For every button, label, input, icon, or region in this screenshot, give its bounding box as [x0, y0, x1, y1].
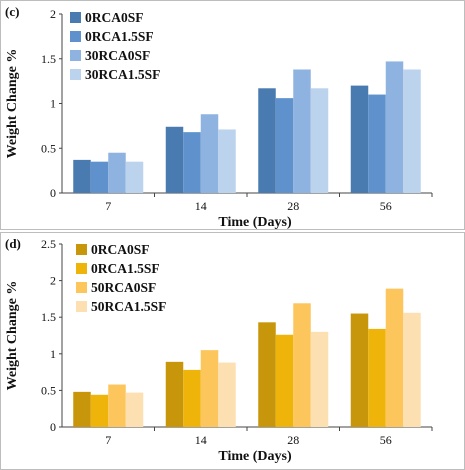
chart-1-legend-swatch — [76, 244, 87, 255]
chart-0-bar — [310, 88, 329, 193]
chart-1-bar — [218, 362, 236, 427]
chart-1-bar — [293, 303, 311, 427]
chart-1-legend-label: 50RCA0SF — [91, 280, 156, 295]
chart-0-legend-swatch — [70, 31, 81, 42]
chart-0-xtick-label: 7 — [105, 199, 111, 213]
chart-1-legend-label: 0RCA0SF — [91, 242, 150, 257]
chart-0-bar — [183, 132, 201, 193]
chart-1-bar — [275, 334, 294, 427]
chart-0-legend-label: 0RCA0SF — [85, 10, 144, 25]
chart-0-legend-label: 30RCA0SF — [85, 48, 150, 63]
chart-1-y-axis-title: Weight Change % — [5, 281, 20, 391]
chart-1-xtick-label: 14 — [195, 433, 207, 447]
chart-1-ytick-label: 0 — [50, 420, 56, 434]
chart-0-bar — [275, 98, 294, 193]
chart-0-bar — [293, 69, 311, 193]
chart-1-legend-swatch — [76, 282, 87, 293]
chart-1-bar — [310, 331, 329, 427]
chart-0-legend-swatch — [70, 12, 81, 23]
chart-0-bar — [385, 61, 404, 194]
chart-1-bar — [125, 392, 144, 427]
chart-0-bar — [125, 161, 144, 193]
chart-1-xtick-label: 56 — [380, 433, 392, 447]
chart-c-svg: 0 0.5 1 1.5 2 7 14 28 56 Time (Days) Weight Change… — [0, 0, 465, 230]
chart-1-xtick-label: 28 — [287, 433, 299, 447]
chart-0-bar — [200, 114, 219, 193]
chart-0-bar — [90, 161, 109, 193]
chart-1-bar — [258, 322, 276, 427]
chart-1-bar — [403, 312, 421, 427]
chart-1-bar — [350, 313, 369, 427]
chart-0-bar — [258, 88, 276, 193]
chart-1-bar — [90, 394, 109, 427]
chart-0-ytick-label: 1 — [50, 97, 56, 111]
chart-0-ytick-label: 0 — [50, 186, 56, 200]
chart-1-panel-label: (d) — [5, 236, 21, 251]
chart-1-ytick-label: 2.5 — [41, 237, 56, 251]
chart-0-bar — [350, 85, 369, 193]
chart-0-y-axis-title: Weight Change % — [5, 49, 20, 159]
chart-0-xtick-label: 56 — [380, 199, 392, 213]
chart-0-bar — [368, 94, 386, 193]
chart-1-bar — [385, 288, 404, 427]
chart-0-x-axis-title: Time (Days) — [218, 215, 292, 230]
chart-0-ytick-label: 2 — [50, 7, 56, 21]
chart-0-legend-label: 30RCA1.5SF — [85, 67, 160, 82]
chart-0-xtick-label: 14 — [195, 199, 207, 213]
chart-0-bar — [165, 126, 184, 193]
chart-1-bar — [183, 369, 201, 427]
chart-1-ytick-label: 0.5 — [41, 383, 56, 397]
chart-0-bar — [218, 129, 236, 193]
chart-0-ytick-label: 0.5 — [41, 141, 56, 155]
chart-1-bar — [165, 361, 184, 427]
chart-1-bar — [368, 328, 386, 427]
chart-1-legend-label: 0RCA1.5SF — [91, 261, 160, 276]
chart-1-ytick-label: 1.5 — [41, 310, 56, 324]
chart-1-legend-label: 50RCA1.5SF — [91, 299, 166, 314]
chart-0-legend-swatch — [70, 69, 81, 80]
chart-1-bar — [108, 384, 126, 427]
chart-0-bar — [73, 159, 91, 193]
chart-0-panel-label: (c) — [5, 4, 19, 19]
chart-panel-d: 0 0.5 1 1.5 2 2.5 7 14 28 56 Time (Days) Weight Cha… — [0, 232, 465, 470]
chart-0-xtick-label: 28 — [287, 199, 299, 213]
chart-1-bar — [200, 350, 219, 427]
chart-1-ytick-label: 1 — [50, 347, 56, 361]
chart-d-svg: 0 0.5 1 1.5 2 2.5 7 14 28 56 Time (Days) Weight Cha… — [0, 232, 465, 470]
chart-0-legend-swatch — [70, 50, 81, 61]
chart-panel-c: 0 0.5 1 1.5 2 7 14 28 56 Time (Days) Weight Change… — [0, 0, 465, 230]
chart-1-legend-swatch — [76, 263, 87, 274]
chart-0-ytick-label: 1.5 — [41, 52, 56, 66]
chart-1-ytick-label: 2 — [50, 274, 56, 288]
chart-0-legend-label: 0RCA1.5SF — [85, 29, 154, 44]
chart-1-bar — [73, 391, 91, 427]
chart-1-xtick-label: 7 — [105, 433, 111, 447]
chart-1-legend-swatch — [76, 301, 87, 312]
chart-0-bar — [108, 152, 126, 193]
chart-1-x-axis-title: Time (Days) — [218, 449, 292, 464]
chart-0-bar — [403, 69, 421, 193]
